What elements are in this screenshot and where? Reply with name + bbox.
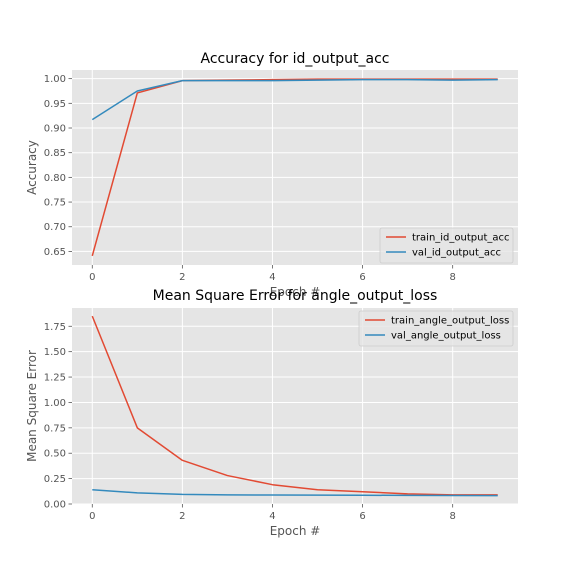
mse-y-tick-label: 0.50	[44, 449, 66, 460]
legend-label-val-id-output-acc: val_id_output_acc	[412, 248, 501, 259]
mse-y-tick-label: 1.75	[44, 322, 66, 333]
mse-y-tick-label: 1.25	[44, 373, 66, 384]
accuracy-y-tick-label: 0.80	[44, 173, 66, 184]
accuracy-legend: train_id_output_acc val_id_output_acc	[379, 227, 514, 264]
accuracy-x-axis-label: Epoch #	[270, 285, 321, 299]
accuracy-y-tick-label: 0.85	[44, 148, 66, 159]
mse-series-lines	[91, 315, 498, 497]
accuracy-ticks: 0 2 4 6 8 0.65 0.70 0.75 0.80 0.85 0.90 0.95 1.00	[44, 74, 456, 283]
mse-x-tick-label: 6	[359, 511, 365, 522]
legend-label-train-id-output-acc: train_id_output_acc	[412, 233, 510, 244]
accuracy-chart-title: Accuracy for id_output_acc	[201, 51, 390, 67]
mse-x-axis-label: Epoch #	[270, 524, 321, 538]
accuracy-y-tick-label: 0.90	[44, 124, 66, 135]
accuracy-series-lines	[91, 78, 498, 257]
mse-x-tick-label: 8	[449, 511, 455, 522]
mse-grid	[72, 308, 518, 505]
accuracy-y-tick-label: 0.75	[44, 198, 66, 209]
series-line-val-angle-output-loss	[92, 489, 498, 497]
mse-chart-title: Mean Square Error for angle_output_loss	[153, 288, 438, 304]
mse-y-tick-label: 0.25	[44, 474, 66, 485]
legend-label-val-angle-output-loss: val_angle_output_loss	[391, 331, 501, 342]
mse-y-tick-label: 1.00	[44, 398, 66, 409]
accuracy-x-tick-label: 0	[89, 272, 95, 283]
mse-x-tick-label: 0	[89, 511, 95, 522]
series-line-val-id-output-acc	[91, 78, 498, 121]
mse-legend-box	[358, 310, 514, 347]
accuracy-y-tick-label: 0.95	[44, 99, 66, 110]
mse-y-tick-label: 0.75	[44, 423, 66, 434]
series-line-train-angle-output-loss	[91, 315, 498, 496]
accuracy-x-tick-label: 8	[449, 272, 455, 283]
mse-y-tick-label: 1.50	[44, 347, 66, 358]
accuracy-y-tick-label: 0.65	[44, 247, 66, 258]
mse-ticks: 0 2 4 6 8 0.00 0.25 0.50 0.75 1.00 1.25 1.50 1.75	[44, 322, 456, 522]
accuracy-x-tick-label: 2	[179, 272, 185, 283]
accuracy-y-tick-label: 0.70	[44, 222, 66, 233]
accuracy-chart: 0 2 4 6 8 0.65 0.70 0.75 0.80 0.85 0.90 0.95 1.00 Ac…	[25, 51, 518, 299]
mse-y-tick-label: 0.00	[44, 500, 66, 511]
mse-y-axis-label: Mean Square Error	[25, 350, 39, 462]
accuracy-legend-box	[379, 227, 514, 264]
accuracy-x-tick-label: 6	[359, 272, 365, 283]
accuracy-y-tick-label: 1.00	[44, 74, 66, 85]
mse-chart: 0 2 4 6 8 0.00 0.25 0.50 0.75 1.00 1.25 1.50 1.75 Ep…	[25, 288, 518, 538]
mse-x-tick-label: 4	[269, 511, 275, 522]
mse-legend: train_angle_output_loss val_angle_output…	[358, 310, 514, 347]
accuracy-x-tick-label: 4	[269, 272, 275, 283]
accuracy-grid	[72, 70, 518, 265]
accuracy-y-axis-label: Accuracy	[25, 140, 39, 195]
legend-label-train-angle-output-loss: train_angle_output_loss	[391, 316, 509, 327]
mse-x-tick-label: 2	[179, 511, 185, 522]
